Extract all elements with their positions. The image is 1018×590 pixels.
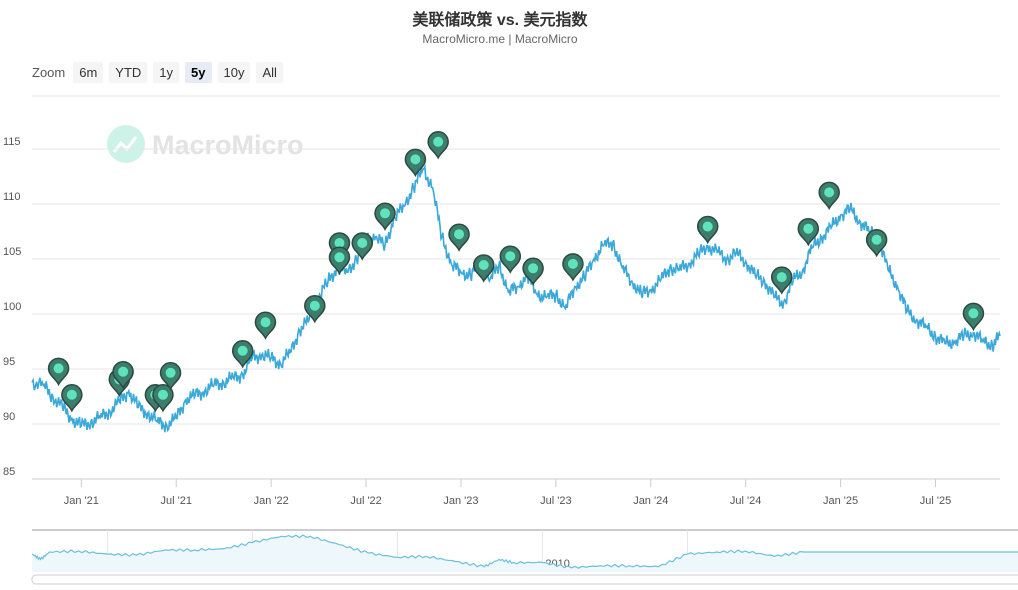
fed-policy-pin-marker[interactable] [522,257,544,286]
y-tick-label: 85 [3,466,15,478]
pin-dot [968,308,979,319]
zoom-6m-button[interactable]: 6m [73,62,104,83]
x-tick-label: Jul '25 [920,495,951,507]
zoom-all-button[interactable]: All [256,62,283,83]
y-tick-label: 95 [3,356,15,368]
pin-dot [157,389,168,400]
pin-dot [824,187,835,198]
fed-policy-pin-marker[interactable] [159,362,182,391]
fed-policy-pin-marker[interactable] [47,357,70,387]
navigator-line [31,534,1018,569]
pin-dot [433,136,444,147]
x-tick-label: Jul '23 [540,495,571,507]
pin-dot [776,272,787,283]
pin-dot [165,367,176,378]
y-tick-label: 110 [3,191,21,203]
pin-dot [118,366,129,377]
watermark-logo-icon [107,125,145,163]
navigator-scrollbar[interactable] [31,574,1018,585]
pin-dot [410,154,421,165]
navigator-area [32,535,1018,572]
y-tick-label: 105 [3,246,21,258]
fed-policy-pin-marker[interactable] [328,246,351,275]
fed-policy-pin-marker[interactable] [962,302,985,332]
watermark-trend-icon [112,136,138,153]
pin-dot [334,238,345,248]
fed-policy-pin-marker[interactable] [797,217,820,247]
pin-dot [53,363,64,374]
chart-subtitle: MacroMicro.me | MacroMicro [422,32,578,46]
x-tick-label: Jan '22 [254,495,289,507]
watermark: MacroMicro [107,125,304,163]
navigator[interactable]: 19952000200520102015 [31,529,1018,585]
pin-dot [260,317,271,328]
y-tick-label: 100 [3,301,21,313]
fed-policy-pin-marker[interactable] [865,228,888,258]
fed-policy-pin-marker[interactable] [351,232,374,261]
pin-dot [237,345,248,356]
zoom-label: Zoom [32,65,66,80]
zoom-5y-button[interactable]: 5y [185,62,212,83]
x-tick-label: Jul '21 [161,495,192,507]
pin-dot [454,229,465,240]
fed-policy-pin-marker[interactable] [562,253,584,282]
watermark-text: MacroMicro [152,130,304,160]
y-tick-label: 90 [3,411,15,423]
pin-dot [380,208,391,219]
x-tick-label: Jul '22 [350,495,381,507]
pin-dot [66,389,77,400]
pin-dot [334,252,345,263]
fed-policy-pin-marker[interactable] [448,223,470,252]
pin-dot [309,300,320,311]
zoom-ytd-button[interactable]: YTD [109,62,148,83]
fed-policy-pin-marker[interactable] [427,131,449,160]
x-tick-label: Jan '24 [633,495,668,507]
fed-policy-pin-marker[interactable] [818,181,840,211]
pin-dot [478,260,489,270]
fed-policy-pin-marker[interactable] [472,254,495,283]
zoom-10y-button[interactable]: 10y [217,62,251,83]
fed-policy-pin-marker[interactable] [404,148,427,178]
x-tick-label: Jul '24 [730,495,761,507]
pin-dot [803,223,814,234]
x-tick-label: Jan '21 [64,495,99,507]
fed-policy-pin-marker[interactable] [770,266,793,295]
y-tick-label: 115 [3,136,21,148]
fed-policy-pin-marker[interactable] [61,384,83,413]
zoom-bar: Zoom 6m YTD 1y 5y 10y All [32,62,283,83]
pin-dot [871,234,882,245]
pin-dot [505,251,516,262]
pin-dot [357,238,368,248]
zoom-1y-button[interactable]: 1y [153,62,180,83]
fed-policy-pin-marker[interactable] [374,202,396,231]
fed-policy-pin-marker[interactable] [304,294,326,324]
fed-policy-pin-marker[interactable] [231,340,254,369]
x-tick-label: Jan '23 [443,495,478,507]
series-line-dxy [31,163,1001,433]
fed-policy-pin-marker[interactable] [152,384,174,413]
fed-policy-pin-marker[interactable] [499,245,522,274]
pin-dot [567,258,578,269]
pin-dot [702,221,713,232]
x-tick-label: Jan '25 [823,495,858,507]
fed-policy-pin-marker[interactable] [112,360,134,390]
fed-policy-pin-marker[interactable] [696,215,719,245]
fed-policy-pin-marker[interactable] [254,311,277,340]
pin-dot [528,263,539,274]
chart-title: 美联储政策 vs. 美元指数 [412,12,588,29]
